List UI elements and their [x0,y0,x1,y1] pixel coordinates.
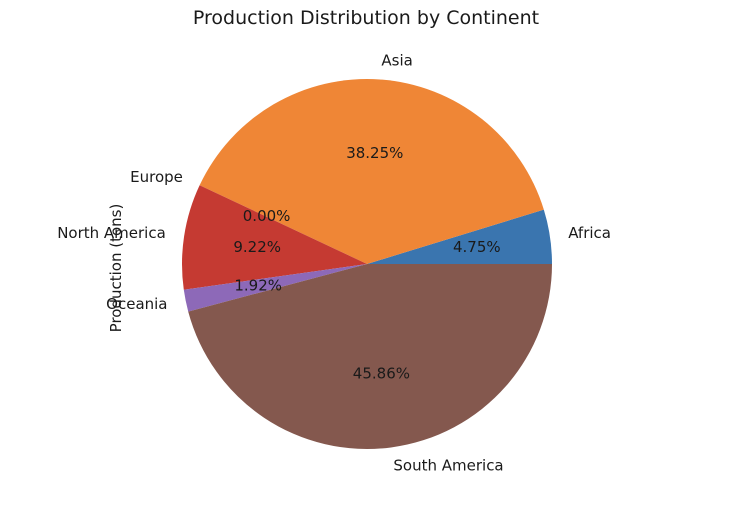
value-label-south-america: 45.86% [353,365,410,383]
category-label-north-america: North America [57,224,166,242]
value-label-africa: 4.75% [453,238,501,256]
category-label-europe: Europe [130,168,183,186]
value-label-north-america: 9.22% [233,238,281,256]
pie-slices [182,79,552,450]
category-label-africa: Africa [568,224,611,242]
value-label-asia: 38.25% [346,144,403,162]
slice-asia [199,79,544,264]
category-label-south-america: South America [393,456,503,474]
slice-south-america [188,264,552,450]
category-label-oceania: Oceania [106,295,167,313]
slice-north-america [182,185,367,290]
chart-title: Production Distribution by Continent [193,7,539,29]
slice-africa [367,209,552,264]
value-label-europe: 0.00% [243,207,291,225]
category-label-asia: Asia [381,52,412,70]
value-label-oceania: 1.92% [234,277,282,295]
y-axis-label: Production (tons) [107,204,125,333]
pie-labels: Africa 4.75% Asia 38.25% Europe 0.00% North Am… [57,52,611,475]
slice-oceania [183,264,367,312]
